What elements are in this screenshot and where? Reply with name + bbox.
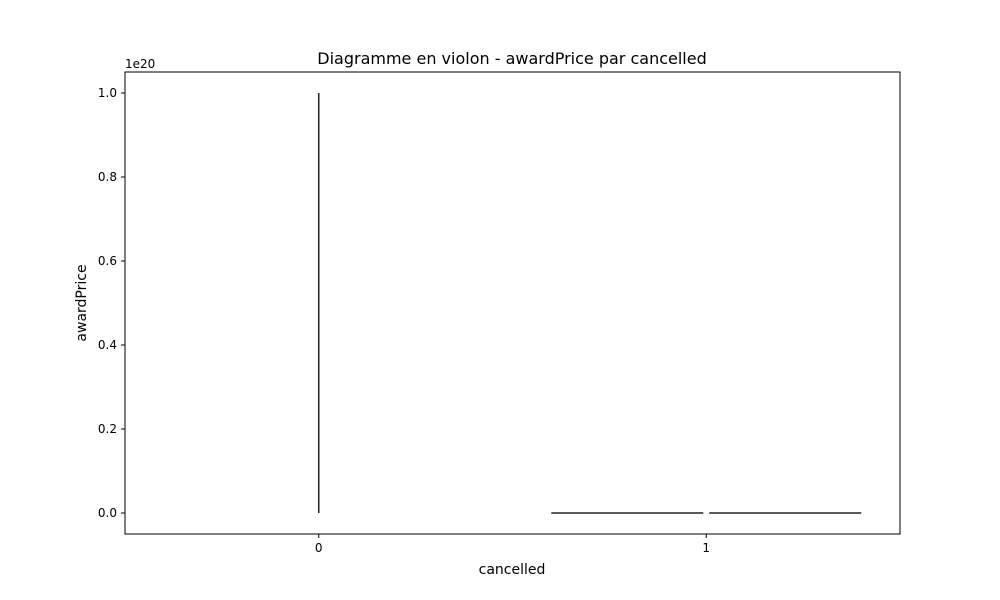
y-tick-label: 0.4	[98, 338, 117, 352]
y-tick-label: 0.0	[98, 506, 117, 520]
violin-group	[318, 93, 862, 514]
x-tick-label: 0	[315, 541, 323, 555]
x-tick-label: 1	[702, 541, 710, 555]
y-axis-label: awardPrice	[74, 264, 90, 341]
y-axis-offset-label: 1e20	[125, 57, 155, 71]
x-axis-label: cancelled	[479, 562, 546, 578]
y-axis-ticks: 0.0 0.2 0.4 0.6 0.8 1.0	[98, 86, 125, 520]
axes-frame	[124, 71, 901, 535]
chart-title: Diagramme en violon - awardPrice par can…	[317, 49, 706, 68]
y-tick-label: 0.8	[98, 170, 117, 184]
y-tick-label: 0.6	[98, 254, 117, 268]
y-tick-label: 1.0	[98, 86, 117, 100]
y-tick-label: 0.2	[98, 422, 117, 436]
